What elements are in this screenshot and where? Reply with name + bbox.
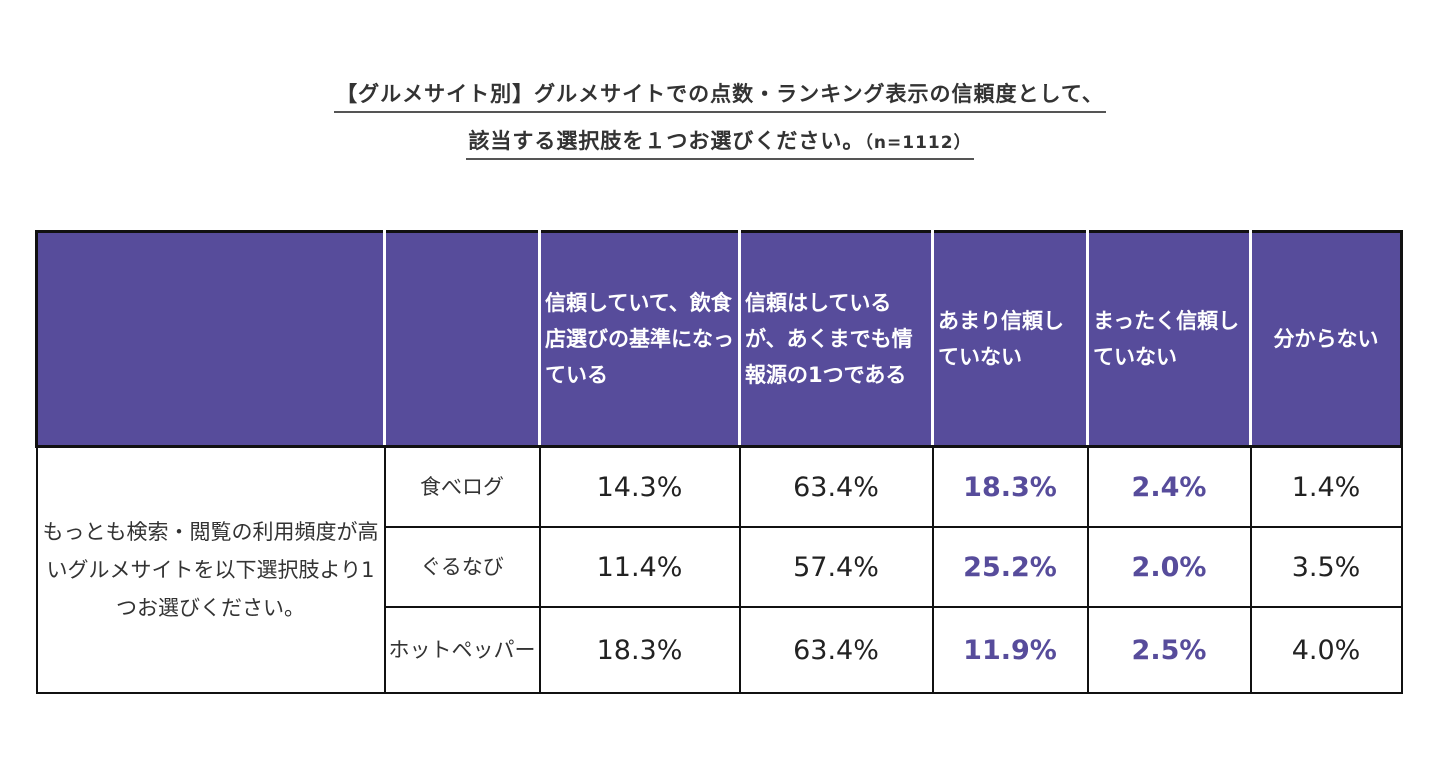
site-label-gurunavi: ぐるなび	[383, 526, 541, 608]
value-cell: 63.4%	[738, 606, 934, 694]
value-cell: 11.9%	[931, 606, 1089, 694]
question-cell: もっとも検索・閲覧の利用頻度が高いグルメサイトを以下選択肢より1つお選びください…	[35, 445, 386, 694]
header-col-5-label: 分からない	[1273, 327, 1379, 351]
value-cell: 1.4%	[1249, 445, 1403, 528]
value-cell: 18.3%	[931, 445, 1089, 528]
value-cell: 25.2%	[931, 526, 1089, 608]
table-row: ホットペッパー 18.3% 63.4% 11.9% 2.5% 4.0%	[37, 606, 1403, 694]
value-cell: 11.4%	[538, 526, 741, 608]
table-row: ぐるなび 11.4% 57.4% 25.2% 2.0% 3.5%	[37, 526, 1403, 608]
header-col-4: まったく信頼していない	[1086, 230, 1252, 448]
header-col-2-label: 信頼はしているが、あくまでも情報源の1つである	[745, 291, 913, 387]
survey-table: 信頼していて、飲食店選びの基準になっている 信頼はしているが、あくまでも情報源の…	[35, 230, 1403, 694]
site-label-hotpepper: ホットペッパー	[383, 606, 541, 694]
header-col-3: あまり信頼していない	[931, 230, 1089, 448]
value-cell: 2.4%	[1086, 445, 1252, 528]
header-col-4-label: まったく信頼していない	[1093, 309, 1240, 369]
header-col-3-label: あまり信頼していない	[938, 309, 1064, 369]
title-line-2-text: 該当する選択肢を１つお選びください。	[468, 129, 865, 153]
value-cell: 2.0%	[1086, 526, 1252, 608]
site-label-tabelog: 食べログ	[383, 445, 541, 528]
title-line-1: 【グルメサイト別】グルメサイトでの点数・ランキング表示の信頼度として、	[334, 78, 1106, 113]
value-cell: 4.0%	[1249, 606, 1403, 694]
value-cell: 63.4%	[738, 445, 934, 528]
header-col-2: 信頼はしているが、あくまでも情報源の1つである	[738, 230, 934, 448]
title-line-2: 該当する選択肢を１つお選びください。（n=1112）	[466, 125, 974, 160]
header-col-5: 分からない	[1249, 230, 1403, 448]
header-row: 信頼していて、飲食店選びの基準になっている 信頼はしているが、あくまでも情報源の…	[35, 230, 1403, 448]
header-col-1: 信頼していて、飲食店選びの基準になっている	[538, 230, 741, 448]
header-blank-question	[35, 230, 386, 448]
header-col-1-label: 信頼していて、飲食店選びの基準になっている	[545, 291, 734, 387]
sample-size: （n=1112）	[864, 133, 972, 153]
value-cell: 2.5%	[1086, 606, 1252, 694]
chart-title: 【グルメサイト別】グルメサイトでの点数・ランキング表示の信頼度として、 該当する…	[0, 78, 1440, 160]
value-cell: 57.4%	[738, 526, 934, 608]
value-cell: 3.5%	[1249, 526, 1403, 608]
value-cell: 14.3%	[538, 445, 741, 528]
header-blank-site	[383, 230, 541, 448]
table-row: もっとも検索・閲覧の利用頻度が高いグルメサイトを以下選択肢より1つお選びください…	[35, 445, 1403, 694]
value-cell: 18.3%	[538, 606, 741, 694]
